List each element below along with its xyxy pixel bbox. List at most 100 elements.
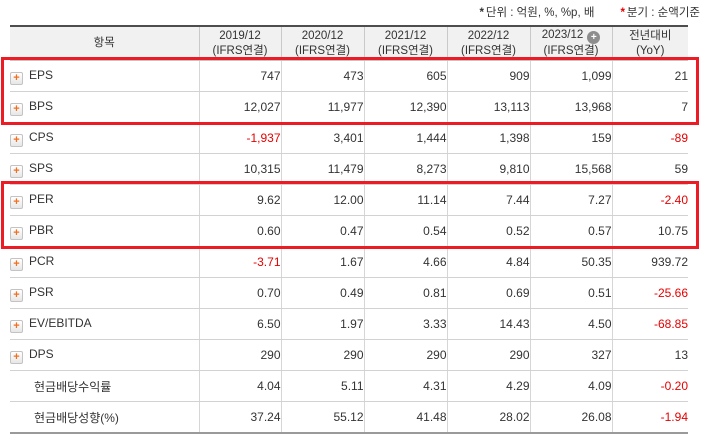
- cell-value: 4.66: [364, 246, 448, 278]
- basis-note: * 분기 : 순액기준: [620, 4, 700, 20]
- unit-note: * 단위 : 억원, %, %p, 배: [479, 4, 594, 20]
- table-row-pbr: PBR 0.60 0.47 0.54 0.52 0.57 10.75: [10, 215, 688, 247]
- table-row-psr: PSR 0.70 0.49 0.81 0.69 0.51 -25.66: [10, 277, 688, 309]
- cell-value: 59: [612, 153, 688, 185]
- cell-value: 4.09: [530, 370, 613, 402]
- cell-value: 290: [281, 339, 365, 371]
- expand-plus-icon[interactable]: [10, 288, 23, 302]
- cell-value: 10,315: [199, 153, 282, 185]
- cell-value: 0.52: [447, 215, 531, 247]
- table-row-cash-dividend-yield: 현금배당수익률 4.04 5.11 4.31 4.29 4.09 -0.20: [10, 370, 688, 402]
- expand-plus-icon[interactable]: [10, 164, 23, 178]
- row-label: DPS: [29, 346, 54, 361]
- column-period: 2020/12: [301, 30, 344, 43]
- cell-value: 11,977: [281, 91, 365, 123]
- cell-value: 0.81: [364, 277, 448, 309]
- column-period: 2023/12: [541, 29, 584, 42]
- cell-value: -25.66: [612, 277, 688, 309]
- expand-plus-icon[interactable]: [10, 102, 23, 116]
- row-label: EPS: [29, 67, 54, 82]
- table-notes: * 단위 : 억원, %, %p, 배 * 분기 : 순액기준: [479, 4, 700, 20]
- cell-value: -89: [612, 122, 688, 154]
- table-row-eps: EPS 747 473 605 909 1,099 21: [10, 60, 688, 92]
- cell-value: 10.75: [612, 215, 688, 247]
- column-period: 2019/12: [219, 30, 261, 43]
- cell-value: 41.48: [364, 401, 448, 434]
- cell-value: 28.02: [447, 401, 531, 434]
- row-label: SPS: [29, 160, 54, 175]
- column-basis: (IFRS연결): [543, 45, 599, 58]
- cell-value: 7.27: [530, 184, 613, 216]
- cell-value: 9.62: [199, 184, 282, 216]
- note-star: *: [479, 7, 484, 19]
- column-header-2023: 2023/12 (IFRS연결): [530, 26, 613, 61]
- cell-value: 11.14: [364, 184, 448, 216]
- cell-value: 290: [199, 339, 282, 371]
- cell-value: 21: [612, 60, 688, 92]
- cell-value: 1,444: [364, 122, 448, 154]
- column-period: 2021/12: [384, 30, 427, 43]
- add-year-icon[interactable]: [587, 31, 601, 45]
- cell-value: 3,401: [281, 122, 365, 154]
- cell-value: -68.85: [612, 308, 688, 340]
- cell-value: 55.12: [281, 401, 365, 434]
- expand-plus-icon[interactable]: [10, 195, 23, 209]
- cell-value: 0.51: [530, 277, 613, 309]
- column-basis: (IFRS연결): [294, 44, 350, 57]
- cell-value: 290: [447, 339, 531, 371]
- cell-value: 9,810: [447, 153, 531, 185]
- cell-value: 327: [530, 339, 613, 371]
- expand-plus-icon[interactable]: [10, 319, 23, 333]
- item-column-header: 항목: [10, 26, 200, 61]
- table-row-cash-dividend-payout: 현금배당성향(%) 37.24 55.12 41.48 28.02 26.08 …: [10, 401, 688, 434]
- basis-note-text: 분기 : 순액기준: [626, 7, 700, 19]
- expand-plus-icon[interactable]: [10, 71, 23, 85]
- cell-value: 0.70: [199, 277, 282, 309]
- row-label: BPS: [29, 98, 54, 113]
- cell-value: 12,027: [199, 91, 282, 123]
- cell-value: 26.08: [530, 401, 613, 434]
- cell-value: 37.24: [199, 401, 282, 434]
- column-basis: (IFRS연결): [377, 44, 433, 57]
- row-label: PCR: [29, 253, 55, 268]
- cell-value: 290: [364, 339, 448, 371]
- row-label: 현금배당성향(%): [34, 410, 119, 425]
- cell-value: 0.49: [281, 277, 365, 309]
- cell-value: 4.84: [447, 246, 531, 278]
- cell-value: 14.43: [447, 308, 531, 340]
- cell-value: 4.31: [364, 370, 448, 402]
- expand-plus-icon[interactable]: [10, 226, 23, 240]
- cell-value: 1,099: [530, 60, 613, 92]
- cell-value: 7: [612, 91, 688, 123]
- cell-value: 6.50: [199, 308, 282, 340]
- column-header-2020: 2020/12 (IFRS연결): [281, 26, 365, 61]
- table-row-per: PER 9.62 12.00 11.14 7.44 7.27 -2.40: [10, 184, 688, 216]
- table-row-pcr: PCR -3.71 1.67 4.66 4.84 50.35 939.72: [10, 246, 688, 278]
- cell-value: 50.35: [530, 246, 613, 278]
- row-label: PSR: [29, 284, 54, 299]
- cell-value: 939.72: [612, 246, 688, 278]
- table-row-dps: DPS 290 290 290 290 327 13: [10, 339, 688, 371]
- cell-value: 605: [364, 60, 448, 92]
- expand-plus-icon[interactable]: [10, 257, 23, 271]
- cell-value: 0.69: [447, 277, 531, 309]
- column-basis: (YoY): [636, 44, 665, 57]
- cell-value: 13,968: [530, 91, 613, 123]
- cell-value: 159: [530, 122, 613, 154]
- cell-value: 1.67: [281, 246, 365, 278]
- cell-value: 0.54: [364, 215, 448, 247]
- cell-value: -1.94: [612, 401, 688, 434]
- cell-value: 12.00: [281, 184, 365, 216]
- cell-value: 12,390: [364, 91, 448, 123]
- cell-value: 15,568: [530, 153, 613, 185]
- cell-value: 4.50: [530, 308, 613, 340]
- cell-value: 7.44: [447, 184, 531, 216]
- cell-value: -2.40: [612, 184, 688, 216]
- cell-value: 5.11: [281, 370, 365, 402]
- column-basis: (IFRS연결): [212, 44, 268, 57]
- expand-plus-icon[interactable]: [10, 350, 23, 364]
- row-label: CPS: [29, 129, 54, 144]
- expand-plus-icon[interactable]: [10, 133, 23, 147]
- cell-value: -3.71: [199, 246, 282, 278]
